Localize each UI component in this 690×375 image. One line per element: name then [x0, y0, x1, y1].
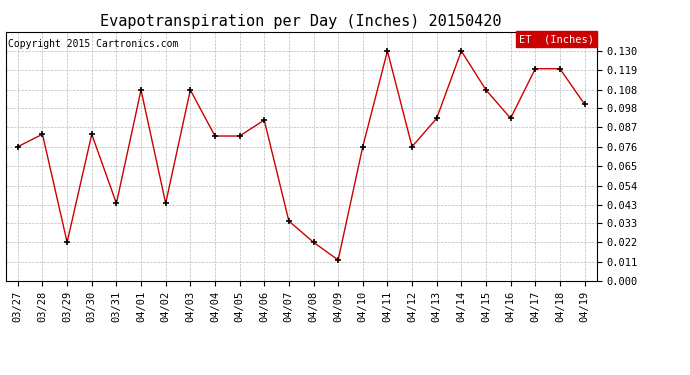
- Title: Evapotranspiration per Day (Inches) 20150420: Evapotranspiration per Day (Inches) 2015…: [101, 14, 502, 29]
- Text: ET  (Inches): ET (Inches): [519, 34, 594, 44]
- Text: Copyright 2015 Cartronics.com: Copyright 2015 Cartronics.com: [8, 39, 179, 50]
